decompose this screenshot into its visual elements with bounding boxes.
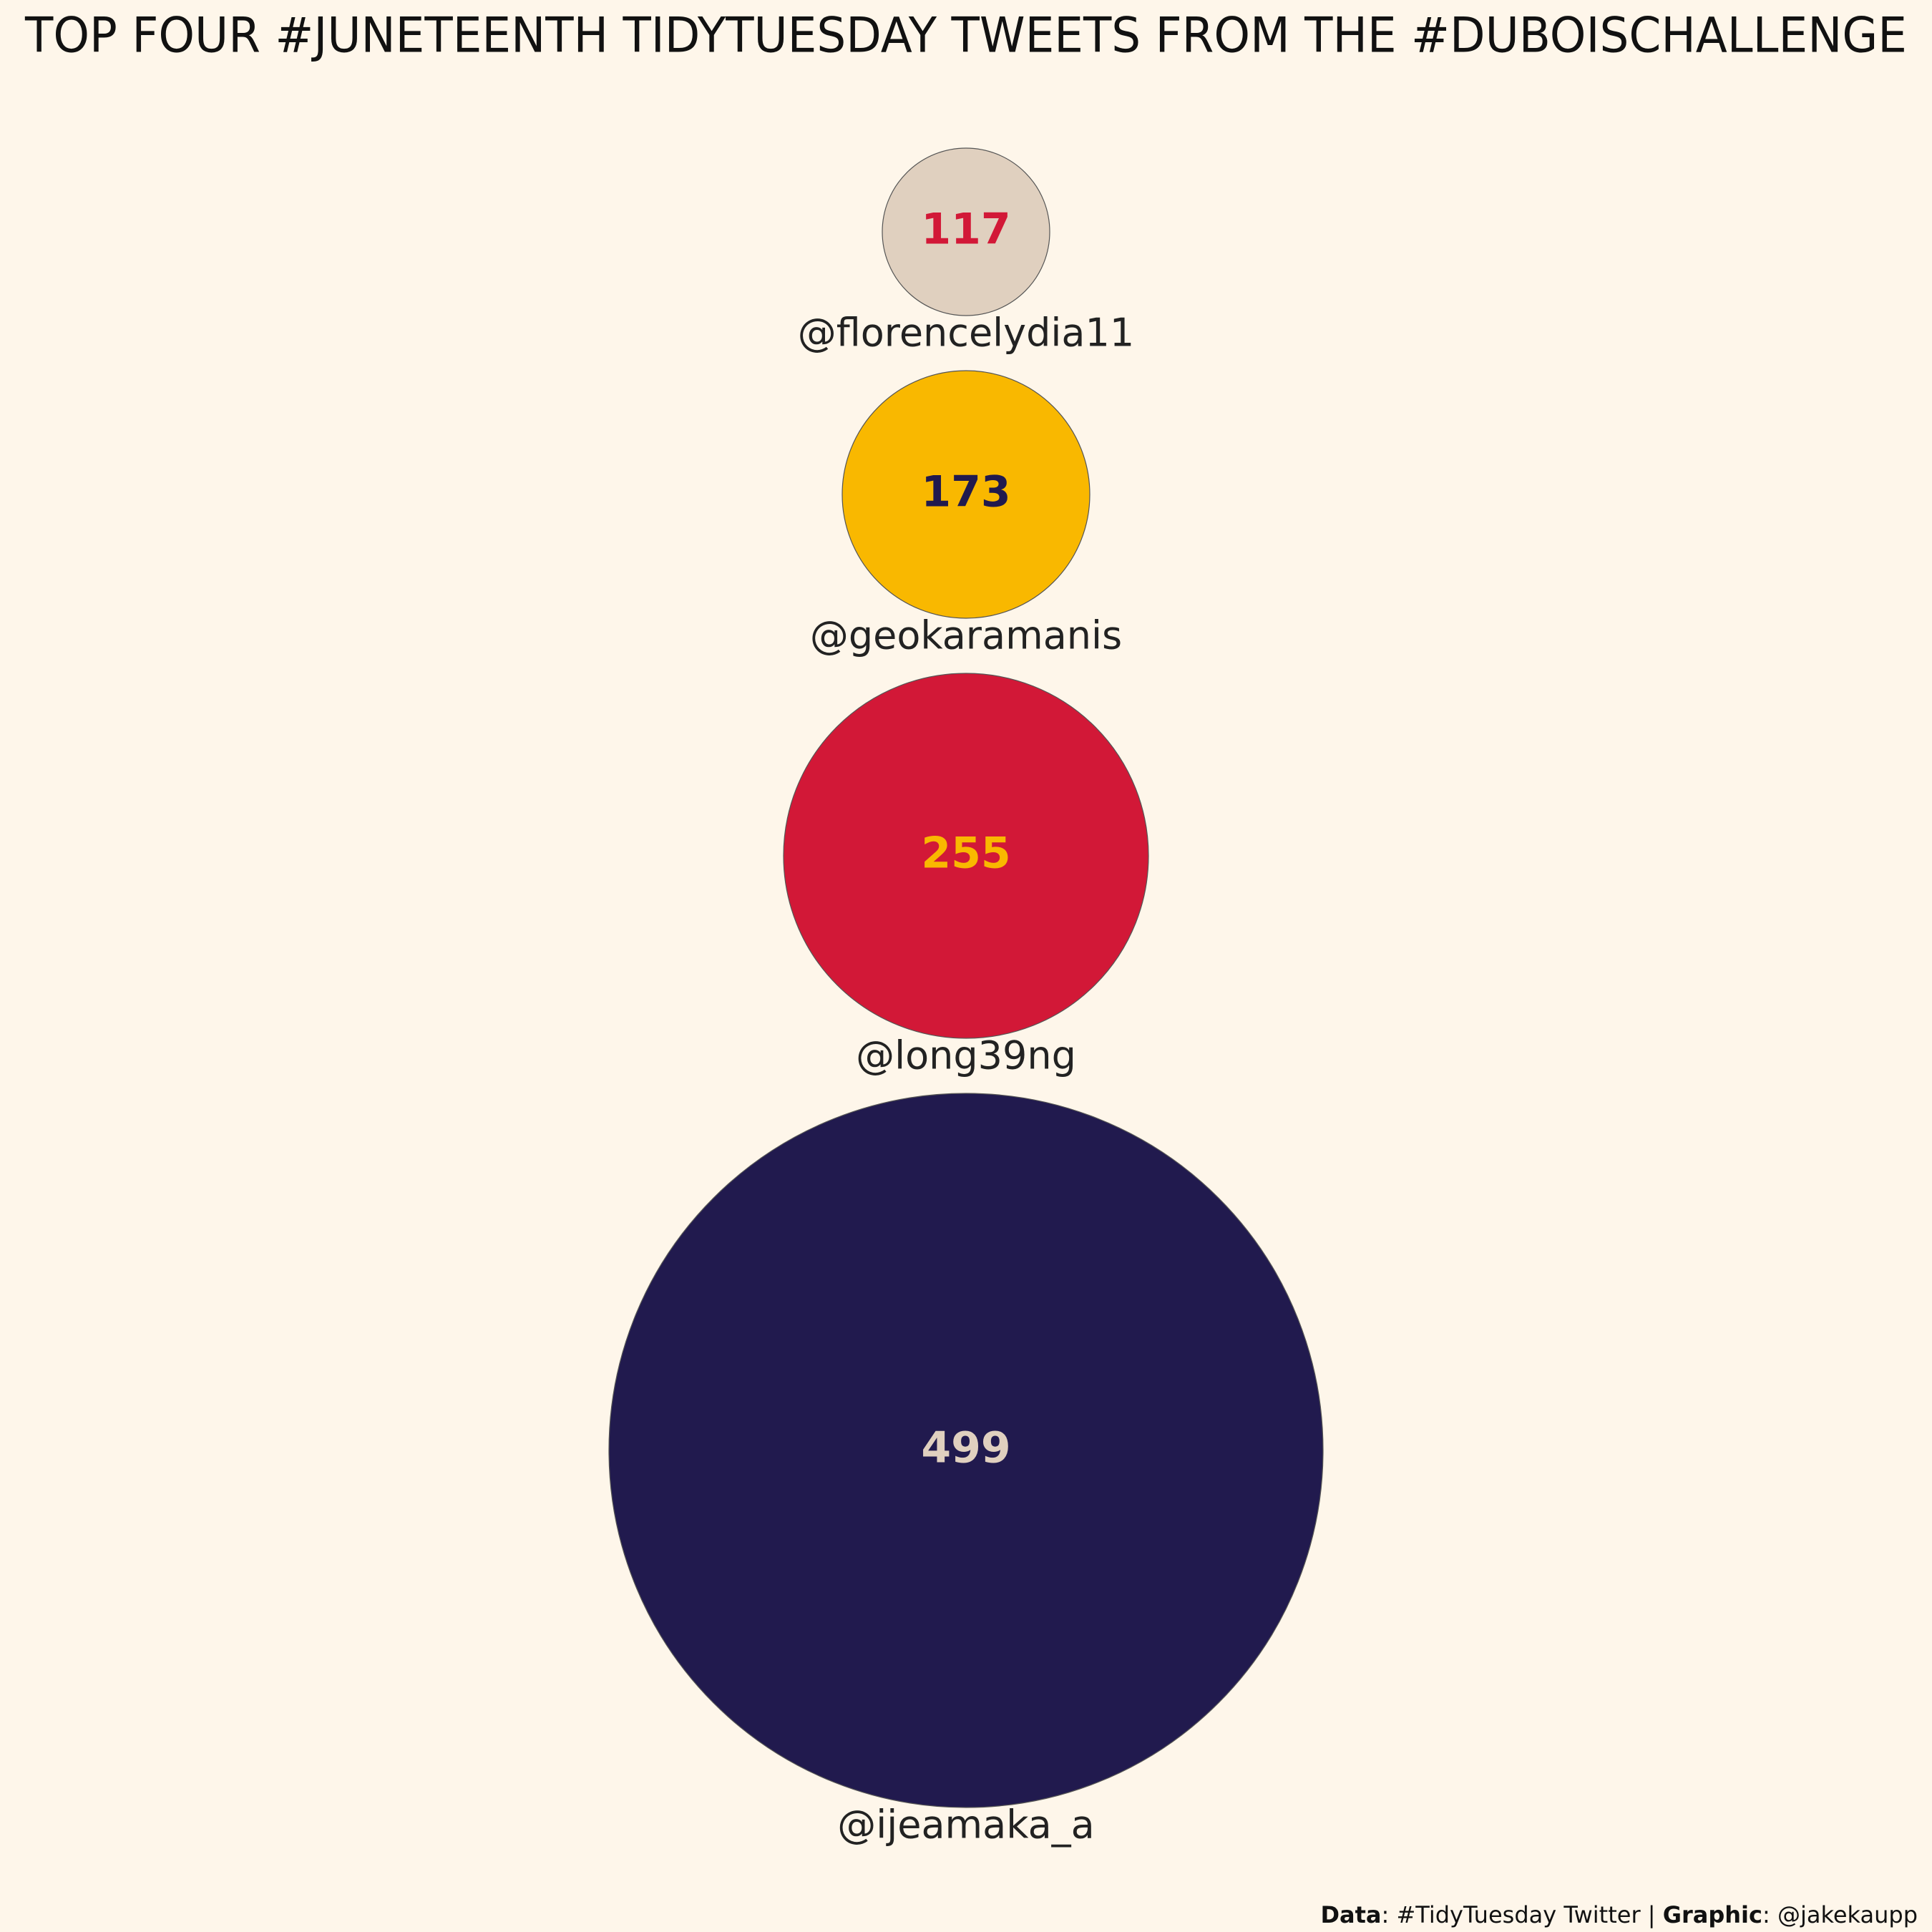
caption: Data: #TidyTuesday Twitter | Graphic: @j… (1320, 1901, 1918, 1928)
category-label: @florencelydia11 (798, 311, 1134, 356)
caption-part: : #TidyTuesday Twitter | (1382, 1901, 1663, 1928)
caption-part: : @jakekaupp (1762, 1901, 1918, 1928)
chart-title: TOP FOUR #JUNETEENTH TIDYTUESDAY TWEETS … (24, 8, 1907, 64)
value-label: 499 (921, 1423, 1010, 1473)
value-label: 255 (921, 829, 1010, 879)
category-label: @geokaramanis (810, 613, 1122, 658)
bubble (783, 673, 1149, 1039)
caption-part: Graphic (1663, 1901, 1762, 1928)
value-label: 117 (921, 205, 1010, 255)
category-label: @long39ng (856, 1033, 1076, 1078)
bubble (882, 147, 1050, 316)
bubble (608, 1093, 1324, 1808)
category-label: @ijeamaka_a (837, 1802, 1095, 1848)
caption-part: Data (1320, 1901, 1381, 1928)
bubble (841, 370, 1091, 619)
value-label: 173 (921, 467, 1010, 517)
